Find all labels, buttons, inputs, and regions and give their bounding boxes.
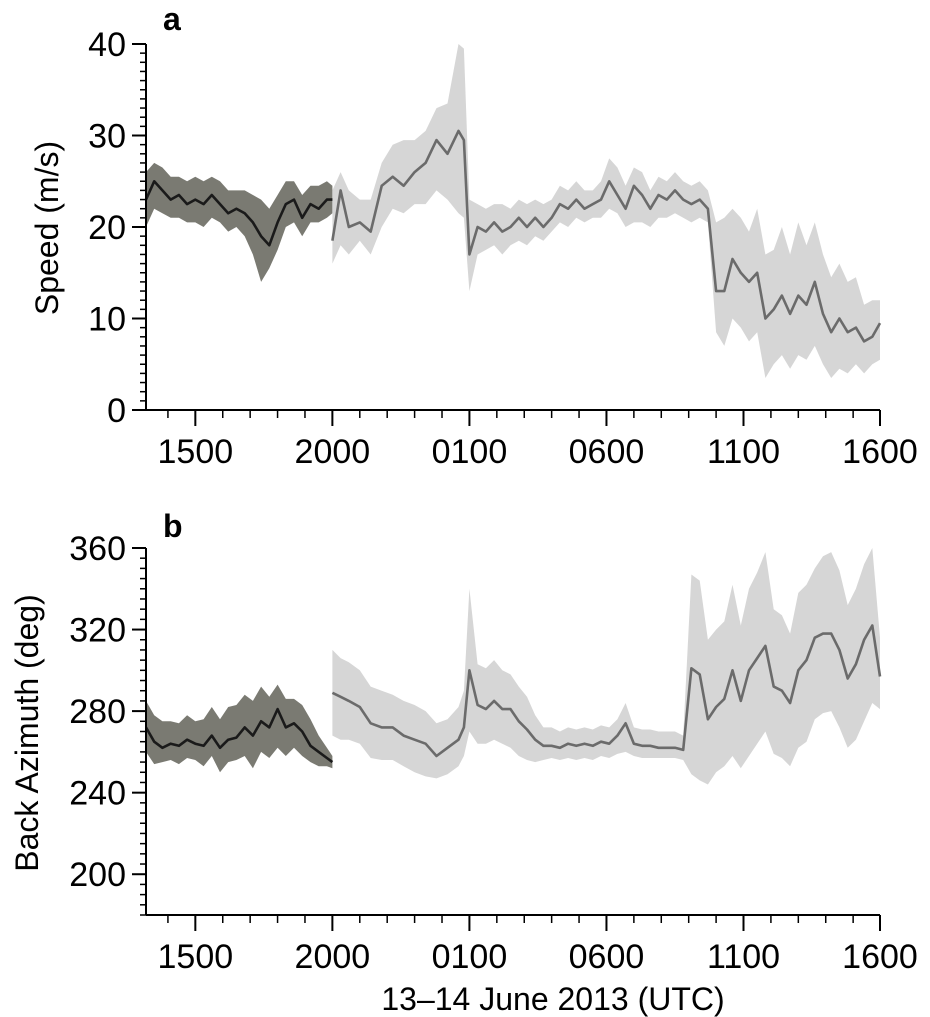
panel-letter-b: b — [163, 508, 183, 544]
x-tick-label: 2000 — [295, 433, 371, 471]
y-tick-label: 240 — [69, 775, 126, 813]
x-tick-label: 2000 — [295, 938, 371, 976]
x-tick-label: 0100 — [432, 938, 508, 976]
azimuth-axis-title: Back Azimuth (deg) — [9, 594, 45, 871]
y-tick-label: 10 — [88, 301, 126, 339]
y-tick-label: 0 — [107, 392, 126, 430]
x-tick-label: 0600 — [569, 433, 645, 471]
y-tick-label: 20 — [88, 209, 126, 247]
x-tick-label: 1600 — [842, 938, 918, 976]
series-2-uncertainty-band — [332, 548, 880, 785]
panel-letter-a: a — [163, 1, 181, 37]
speed-panel: a Speed (m/s) 0 10 20 30 40 1500 2000 0100 0600 1… — [29, 1, 918, 471]
series-1-uncertainty-band — [146, 162, 333, 282]
x-tick-label: 1500 — [158, 938, 234, 976]
x-tick-label: 1600 — [842, 433, 918, 471]
x-tick-label: 0600 — [569, 938, 645, 976]
x-tick-label: 1100 — [707, 938, 780, 976]
y-tick-label: 320 — [69, 612, 126, 650]
y-tick-label: 30 — [88, 118, 126, 156]
series-2-uncertainty-band — [332, 44, 880, 378]
x-tick-label: 1100 — [707, 433, 780, 471]
x-tick-label: 0100 — [432, 433, 508, 471]
series-2-line — [331, 129, 882, 343]
series-1-line — [144, 707, 334, 764]
y-tick-label: 280 — [69, 693, 126, 731]
series-2-line — [331, 624, 882, 758]
azimuth-panel: b Back Azimuth (deg) 200 240 280 320 360 1500… — [9, 508, 918, 976]
series-1-uncertainty-band — [146, 684, 333, 773]
y-tick-label: 360 — [69, 530, 126, 568]
speed-axis-title: Speed (m/s) — [29, 141, 65, 315]
y-tick-label: 40 — [88, 26, 126, 64]
x-axis-title: 13–14 June 2013 (UTC) — [381, 981, 724, 1017]
y-tick-label: 200 — [69, 856, 126, 894]
series-1-line — [144, 180, 333, 247]
x-tick-label: 1500 — [158, 433, 234, 471]
